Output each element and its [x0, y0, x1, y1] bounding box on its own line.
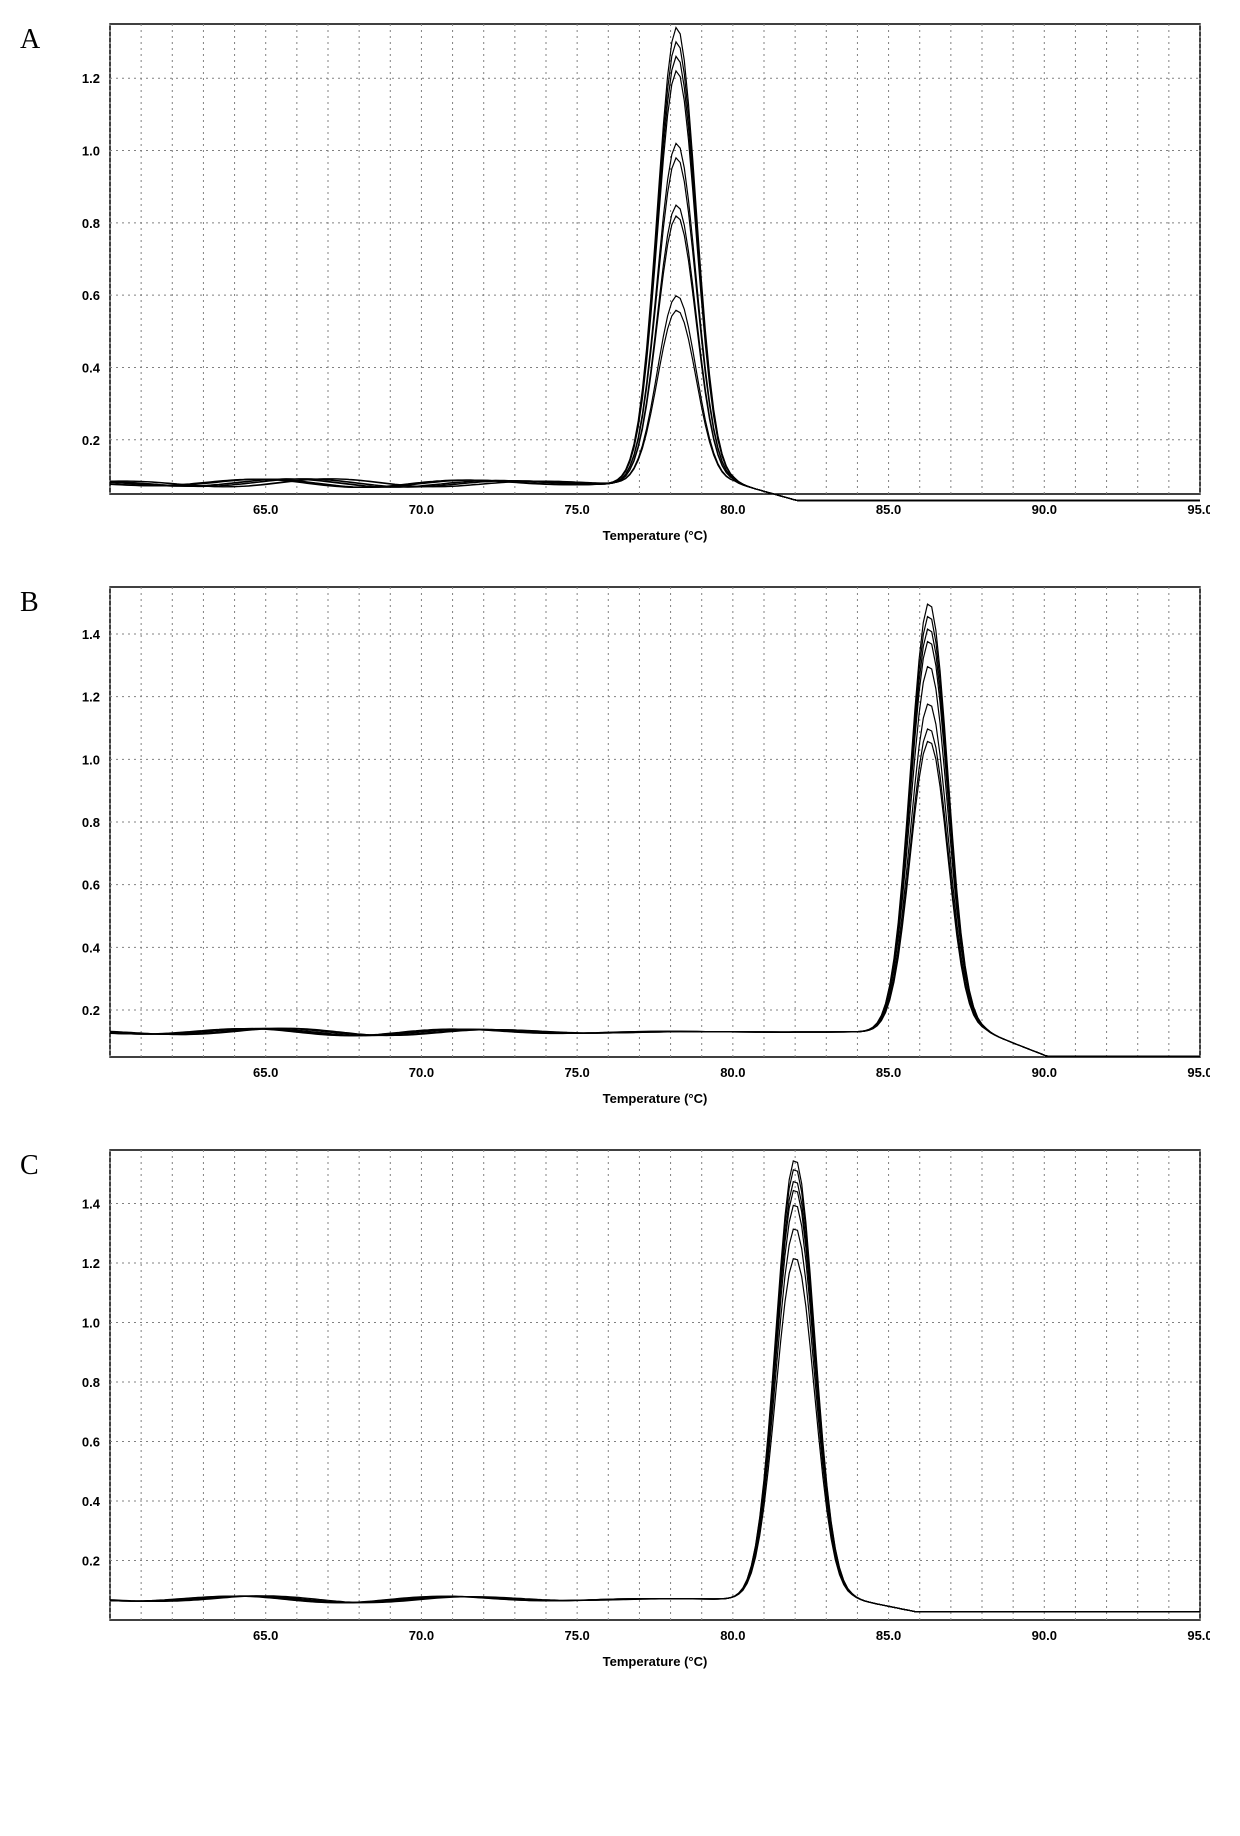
y-tick-label: 0.4	[82, 940, 101, 955]
plot-frame	[110, 1150, 1200, 1620]
y-tick-label: 0.8	[82, 1375, 100, 1390]
x-tick-label: 70.0	[409, 502, 434, 517]
chart-svg-C: 65.0 70.0 75.0 80.0 85.0 90.0 95.0 0.2 0.4 0.6 0.…	[60, 1146, 1210, 1648]
y-tick-label: 0.8	[82, 216, 100, 231]
x-tick-label: 75.0	[564, 1065, 589, 1080]
x-tick-label: 90.0	[1032, 1065, 1057, 1080]
y-tick-label: 1.2	[82, 71, 100, 86]
x-tick-label: 80.0	[720, 1065, 745, 1080]
y-tick-label: 0.6	[82, 878, 100, 893]
y-tick-label: 0.6	[82, 288, 100, 303]
y-tick-label: 0.2	[82, 1003, 100, 1018]
x-tick-label: 80.0	[720, 1628, 745, 1643]
y-tick-label: 1.4	[82, 1197, 101, 1212]
chart-svg-A: 65.0 70.0 75.0 80.0 85.0 90.0 95.0 0.2 0.4 0.6 0.…	[60, 20, 1210, 522]
panel-label-C: C	[20, 1146, 60, 1182]
y-tick-label: 0.8	[82, 815, 100, 830]
x-tick-label: 90.0	[1032, 502, 1057, 517]
x-tick-label: 95.0	[1187, 1628, 1210, 1643]
y-tick-label: 1.4	[82, 627, 101, 642]
y-tick-label: 0.4	[82, 360, 101, 375]
x-tick-label: 90.0	[1032, 1628, 1057, 1643]
y-tick-label: 0.2	[82, 433, 100, 448]
chart-wrap-A: 65.0 70.0 75.0 80.0 85.0 90.0 95.0 0.2 0.4 0.6 0.…	[60, 20, 1220, 543]
chart-wrap-C: 65.0 70.0 75.0 80.0 85.0 90.0 95.0 0.2 0.4 0.6 0.…	[60, 1146, 1220, 1669]
panel-label-A: A	[20, 20, 60, 56]
y-tick-label: 0.2	[82, 1554, 100, 1569]
x-tick-label: 65.0	[253, 1065, 278, 1080]
panel-label-B: B	[20, 583, 60, 619]
x-tick-label: 65.0	[253, 502, 278, 517]
panel-B: B 65.0 70.0 75.0 80.0 85.0 90.0 95.0 0.2 0.4 0.6…	[20, 583, 1220, 1106]
y-tick-label: 1.2	[82, 1256, 100, 1271]
figure-multipanel: A 65.0 70.0 75.0 80.0 85.0 90.0 95.0 0.2 0.4 0.6…	[20, 20, 1220, 1669]
x-tick-label: 65.0	[253, 1628, 278, 1643]
x-axis-label-C: Temperature (°C)	[110, 1654, 1200, 1669]
x-tick-label: 95.0	[1187, 1065, 1210, 1080]
panel-A: A 65.0 70.0 75.0 80.0 85.0 90.0 95.0 0.2 0.4 0.6…	[20, 20, 1220, 543]
y-tick-label: 0.6	[82, 1435, 100, 1450]
x-axis-label-A: Temperature (°C)	[110, 528, 1200, 543]
y-tick-label: 1.0	[82, 144, 100, 159]
y-tick-label: 1.0	[82, 752, 100, 767]
panel-C: C 65.0 70.0 75.0 80.0 85.0 90.0 95.0 0.2 0.4 0.6…	[20, 1146, 1220, 1669]
x-tick-label: 80.0	[720, 502, 745, 517]
x-tick-label: 70.0	[409, 1628, 434, 1643]
x-tick-label: 75.0	[564, 1628, 589, 1643]
chart-svg-B: 65.0 70.0 75.0 80.0 85.0 90.0 95.0 0.2 0.4 0.6 0.…	[60, 583, 1210, 1085]
y-tick-label: 1.2	[82, 690, 100, 705]
x-axis-label-B: Temperature (°C)	[110, 1091, 1200, 1106]
y-tick-label: 1.0	[82, 1316, 100, 1331]
x-tick-label: 75.0	[564, 502, 589, 517]
x-tick-label: 95.0	[1187, 502, 1210, 517]
chart-wrap-B: 65.0 70.0 75.0 80.0 85.0 90.0 95.0 0.2 0.4 0.6 0.…	[60, 583, 1220, 1106]
y-tick-label: 0.4	[82, 1494, 101, 1509]
x-tick-label: 85.0	[876, 502, 901, 517]
x-tick-label: 85.0	[876, 1065, 901, 1080]
x-tick-label: 70.0	[409, 1065, 434, 1080]
x-tick-label: 85.0	[876, 1628, 901, 1643]
